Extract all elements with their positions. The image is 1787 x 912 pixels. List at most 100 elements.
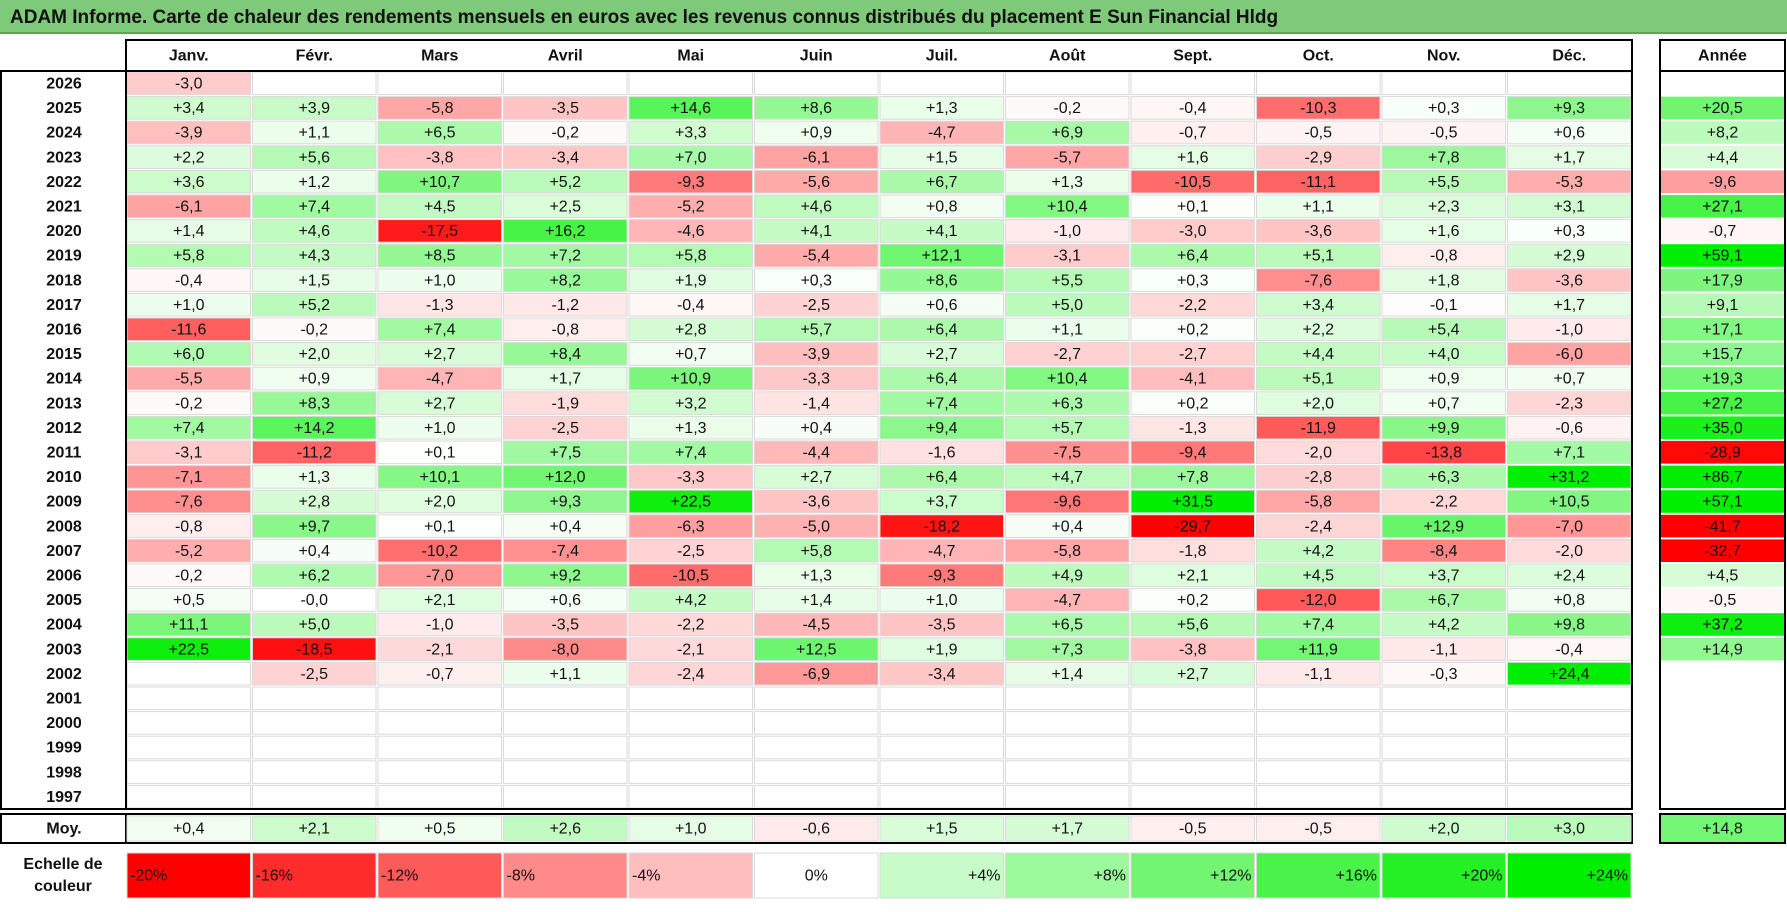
heat-cell: [1005, 292, 1130, 317]
heat-cell: [377, 538, 502, 563]
heat-cell: [754, 96, 879, 120]
heat-cell: [377, 96, 502, 120]
heat-cell: [1130, 711, 1255, 735]
heat-cell: [879, 440, 1004, 465]
heat-cell: [879, 612, 1004, 637]
heat-cell-value: -2,0: [1555, 543, 1583, 560]
heat-cell: [754, 538, 879, 563]
heat-cell: [503, 612, 628, 637]
heat-cell-value: -2,7: [1179, 346, 1207, 363]
heat-cell: [1256, 760, 1381, 784]
grid-border: [0, 70, 1633, 810]
average-cell: [1507, 815, 1632, 842]
annual-cell: [1661, 145, 1784, 169]
heat-cell: [1381, 588, 1506, 612]
heat-cell-value: +12,0: [545, 469, 586, 486]
heat-cell-value: +14,6: [671, 100, 712, 117]
heat-cell: [126, 760, 251, 784]
heat-cell: [1005, 71, 1130, 96]
heat-cell-value: +9,3: [549, 494, 581, 511]
year-label: 2013: [46, 395, 82, 412]
heat-cell: [1381, 760, 1506, 784]
heat-cell: [628, 415, 753, 440]
year-label: 2007: [46, 543, 82, 560]
heat-cell-value: -3,4: [551, 149, 579, 166]
heat-cell-value: -0,4: [1555, 641, 1583, 658]
average-cell: [1005, 815, 1130, 842]
annual-cell: [1661, 514, 1784, 538]
annual-cell: [1661, 72, 1784, 95]
heat-cell-value: +0,9: [800, 125, 832, 142]
heat-cell: [1130, 194, 1255, 219]
heat-cell-value: -0,0: [300, 592, 328, 609]
heat-cell-value: -2,2: [677, 617, 705, 634]
average-cell-value: +0,4: [173, 821, 205, 838]
heat-cell-value: +2,8: [675, 322, 707, 339]
heat-cell: [879, 96, 1004, 120]
heat-cell: [754, 661, 879, 686]
heat-cell: [1381, 366, 1506, 391]
heat-cell-value: -3,1: [175, 445, 203, 462]
heat-cell: [503, 784, 628, 809]
month-header-11: Nov.: [1427, 48, 1460, 65]
heat-cell: [628, 169, 753, 194]
heat-cell-value: -9,3: [677, 174, 705, 191]
heat-cell-value: +1,5: [298, 272, 330, 289]
heat-cell-value: -7,0: [1555, 518, 1583, 535]
heat-cell-value: +5,6: [1177, 617, 1209, 634]
heat-cell-value: +10,9: [671, 371, 712, 388]
heat-cell: [1005, 711, 1130, 735]
heat-cell: [879, 465, 1004, 489]
annual-cell-value: +37,2: [1702, 617, 1743, 634]
heat-cell: [754, 342, 879, 366]
heat-cell: [628, 514, 753, 538]
heat-cell-value: +14,2: [294, 420, 335, 437]
average-label: Moy.: [46, 821, 81, 838]
heat-cell: [377, 169, 502, 194]
month-header-5: Mai: [677, 48, 704, 65]
heat-cell-value: +7,3: [1051, 641, 1083, 658]
heat-cell-value: -2,5: [802, 297, 830, 314]
heat-cell-value: +9,7: [298, 518, 330, 535]
heat-cell-value: +4,5: [1302, 568, 1334, 585]
heat-cell-value: +5,2: [298, 297, 330, 314]
heat-cell-value: -3,9: [175, 125, 203, 142]
heat-cell-value: -10,5: [1175, 174, 1212, 191]
heat-cell-value: -2,0: [1304, 445, 1332, 462]
heat-cell: [503, 538, 628, 563]
heat-cell-value: +1,1: [1051, 322, 1083, 339]
heat-cell: [377, 784, 502, 809]
average-cell: [503, 815, 628, 842]
heat-cell-value: +0,4: [800, 420, 832, 437]
heat-cell: [252, 169, 377, 194]
heat-cell: [1005, 686, 1130, 711]
heat-cell-value: -3,8: [426, 149, 454, 166]
heat-cell-value: -1,1: [1430, 641, 1458, 658]
heat-cell: [377, 292, 502, 317]
heat-cell-value: +0,1: [1177, 199, 1209, 216]
heat-cell: [879, 145, 1004, 169]
heat-cell: [252, 145, 377, 169]
heat-cell: [628, 292, 753, 317]
heat-cell: [628, 391, 753, 415]
heat-cell: [1130, 268, 1255, 292]
heat-cell-value: -0,8: [1430, 248, 1458, 265]
heat-cell: [1005, 735, 1130, 760]
heat-cell-value: -2,1: [426, 641, 454, 658]
heat-cell-value: +8,6: [926, 272, 958, 289]
heat-cell: [1381, 686, 1506, 711]
heat-cell-value: -12,0: [1300, 592, 1337, 609]
heat-cell: [126, 735, 251, 760]
heat-cell: [377, 415, 502, 440]
heat-cell-value: +7,2: [549, 248, 581, 265]
heat-cell: [252, 317, 377, 342]
heat-cell-value: -8,0: [551, 641, 579, 658]
heat-cell: [503, 317, 628, 342]
annual-cell-value: +59,1: [1702, 248, 1743, 265]
average-cell: [126, 815, 251, 842]
heat-cell-value: +1,0: [173, 297, 205, 314]
heat-cell: [252, 268, 377, 292]
annual-cell-value: +35,0: [1702, 420, 1743, 437]
year-label: 2014: [46, 371, 82, 388]
heat-cell-value: +10,4: [1047, 199, 1088, 216]
